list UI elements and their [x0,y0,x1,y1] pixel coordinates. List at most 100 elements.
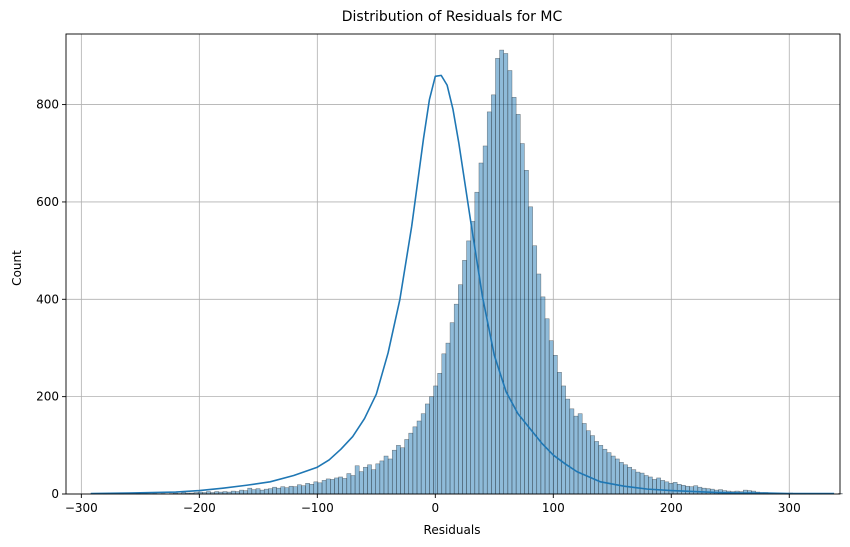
histogram-bar [623,464,628,495]
y-tick-label: 400 [36,292,59,306]
histogram-bar [251,489,257,495]
axes-frame [65,33,841,495]
y-tick-label: 200 [36,390,59,404]
histogram-bar [536,273,542,495]
x-axis-label: Residuals [424,523,481,537]
histogram-bar [491,94,496,495]
histogram-bar [330,479,335,495]
histogram-bar [383,455,389,495]
histogram-bar [631,469,637,495]
histogram-bar [499,49,504,495]
histogram-bar [321,480,327,495]
histogram-bar [420,413,426,495]
histogram-bar [668,483,674,495]
x-tick-label: 100 [542,501,565,515]
histogram-bar [652,479,657,495]
histogram-bar [573,415,579,495]
histogram-bar [379,460,385,495]
histogram-bar [681,484,686,495]
histogram-bar [363,466,368,495]
histogram-bar [656,477,661,495]
histogram-bar [561,385,566,495]
histogram-bar [524,170,529,495]
histogram-bar [693,485,699,495]
histogram-bar [532,245,538,495]
histogram-bar [371,469,376,495]
histogram-bar [346,473,352,495]
histogram-bar [507,70,513,495]
histogram-bar [581,423,587,495]
histogram-bar [602,448,608,495]
histogram-bar [664,481,670,495]
x-tick-label: −200 [183,501,216,515]
histogram-bar [288,485,294,495]
histogram-bar [478,162,484,495]
histogram-bar [643,475,649,495]
histogram-bar [544,318,550,495]
histogram-bar [553,355,558,495]
histogram-bar [387,458,393,495]
histogram-bar [297,484,302,495]
y-tick-label: 800 [36,98,59,112]
histogram-bar [453,303,459,495]
histogram-bar [350,475,356,495]
y-axis-label: Count [10,250,24,286]
histogram-bar [540,296,546,495]
x-tick-label: 300 [778,501,801,515]
x-tick-label: 200 [660,501,683,515]
plot-area: −300 −200 −100 0 100 200 300 0 200 400 600 800 [36,33,843,515]
histogram-bar [648,476,653,495]
histogram-bar [689,486,694,495]
histogram-bar [243,490,248,495]
histogram-bar [437,373,443,495]
histogram-bar [586,430,591,495]
histogram-bar [557,372,562,495]
histogram-bar [614,458,620,495]
histogram-bar [358,471,364,495]
histogram-bar [511,97,517,495]
histogram-bar [400,447,405,495]
histogram-bar [433,385,438,495]
histogram-bar [375,463,381,495]
histogram-bar [338,476,343,495]
histogram-bar [676,484,682,495]
x-tick-label: −300 [65,501,98,515]
y-tick-label: 0 [51,487,59,501]
histogram-bar [239,489,244,495]
histogram-bar [416,420,422,495]
histogram-bar [685,485,690,495]
histogram-bar [528,206,533,495]
histogram-bar [495,58,500,495]
histogram-bar [309,484,315,495]
histogram-bar [272,486,277,495]
histogram-bar [462,260,467,495]
histogram-bar [354,465,360,495]
histogram-bar [548,340,554,495]
histogram-bar [503,53,509,495]
histogram-bar [276,487,281,495]
histogram-bar [606,452,612,495]
chart-title: Distribution of Residuals for MC [342,9,563,25]
histogram-bar [259,489,265,495]
histogram-bar [247,487,253,495]
histogram-bar [701,487,707,495]
histogram-bar [486,111,492,495]
histogram-bar [408,432,414,495]
histogram-bar [268,488,273,495]
histogram-bar [466,240,471,495]
histogram-bar [301,485,306,495]
histogram-bar [598,445,604,495]
histogram-bar [305,483,310,495]
histogram-bar [660,480,666,495]
histogram-bar [619,462,624,495]
histogram-bar [520,143,525,495]
histogram-bar [441,353,447,495]
histogram-bar [470,221,476,495]
histogram-bar [515,114,521,495]
histogram-bar [263,488,269,495]
x-tick-label: 0 [431,501,439,515]
histogram-bar [449,322,455,495]
histogram-bar [396,445,401,495]
histogram-bar [412,426,418,495]
kde-line [90,74,835,495]
